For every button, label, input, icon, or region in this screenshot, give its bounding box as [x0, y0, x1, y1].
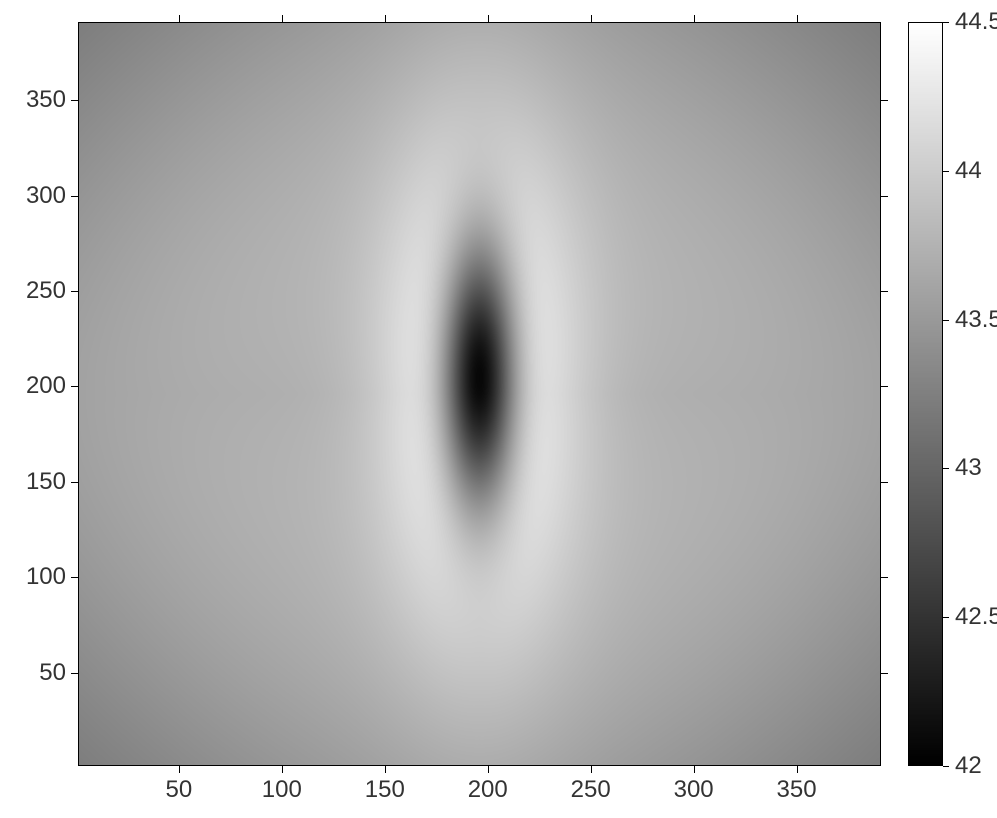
x-tick-mark	[797, 766, 798, 773]
y-tick-mark-right	[881, 386, 888, 387]
x-tick-mark	[385, 766, 386, 773]
y-tick-mark-right	[881, 291, 888, 292]
colorbar-tick-label: 43	[955, 454, 982, 482]
colorbar-tick-mark	[943, 468, 949, 469]
y-tick-label: 300	[26, 182, 66, 210]
y-tick-mark	[71, 577, 78, 578]
x-tick-label: 150	[365, 776, 405, 804]
x-tick-label: 200	[468, 776, 508, 804]
y-tick-label: 150	[26, 468, 66, 496]
x-tick-mark-top	[179, 15, 180, 22]
colorbar-tick-mark	[943, 171, 949, 172]
y-tick-mark	[71, 386, 78, 387]
x-tick-mark-top	[385, 15, 386, 22]
y-tick-mark-right	[881, 196, 888, 197]
x-tick-mark	[694, 766, 695, 773]
y-tick-mark	[71, 196, 78, 197]
colorbar-tick-label: 44	[955, 157, 982, 185]
x-tick-mark-top	[591, 15, 592, 22]
figure: 50 100 150 200 250 300 350 50 100 150 200 250 300 350…	[0, 0, 997, 818]
x-tick-mark	[179, 766, 180, 773]
y-tick-mark	[71, 100, 78, 101]
y-tick-mark-right	[881, 673, 888, 674]
colorbar-tick-label: 44.5	[955, 8, 997, 36]
y-tick-mark-right	[881, 100, 888, 101]
x-tick-label: 250	[571, 776, 611, 804]
y-tick-mark-right	[881, 577, 888, 578]
colorbar-tick-mark	[943, 22, 949, 23]
colorbar-gradient	[909, 23, 942, 765]
colorbar-tick-label: 42	[955, 752, 982, 780]
x-tick-mark-top	[797, 15, 798, 22]
heatmap-axes	[78, 22, 881, 766]
y-tick-label: 100	[26, 563, 66, 591]
y-tick-label: 50	[39, 659, 66, 687]
x-tick-mark-top	[488, 15, 489, 22]
heatmap-image	[79, 23, 880, 765]
colorbar-tick-mark	[943, 617, 949, 618]
x-tick-mark-top	[282, 15, 283, 22]
x-tick-mark	[488, 766, 489, 773]
y-tick-label: 200	[26, 372, 66, 400]
colorbar	[908, 22, 943, 766]
x-tick-label: 100	[262, 776, 302, 804]
x-tick-mark-top	[694, 15, 695, 22]
colorbar-tick-label: 43.5	[955, 306, 997, 334]
y-tick-mark-right	[881, 482, 888, 483]
colorbar-tick-label: 42.5	[955, 603, 997, 631]
y-tick-label: 350	[26, 86, 66, 114]
x-tick-label: 350	[777, 776, 817, 804]
colorbar-tick-mark	[943, 766, 949, 767]
colorbar-tick-mark	[943, 320, 949, 321]
y-tick-mark	[71, 291, 78, 292]
x-tick-mark	[591, 766, 592, 773]
x-tick-label: 50	[166, 776, 193, 804]
y-tick-mark	[71, 482, 78, 483]
x-tick-mark	[282, 766, 283, 773]
y-tick-mark	[71, 673, 78, 674]
x-tick-label: 300	[674, 776, 714, 804]
y-tick-label: 250	[26, 277, 66, 305]
